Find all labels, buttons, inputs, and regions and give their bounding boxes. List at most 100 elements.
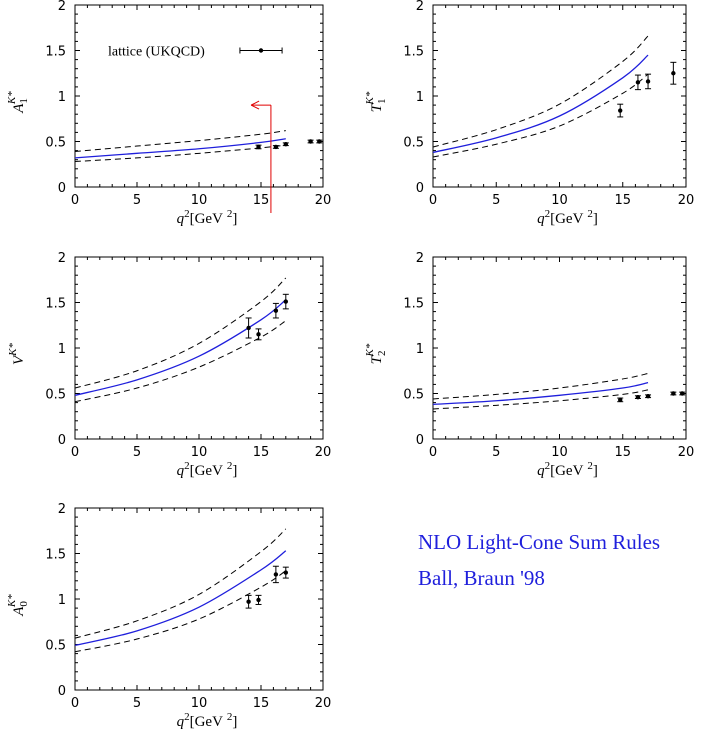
series-central — [432, 381, 649, 406]
y-axis-label: VK* — [7, 342, 27, 365]
lattice-point — [283, 299, 288, 304]
lattice-point — [671, 71, 676, 76]
plot-frame — [74, 256, 324, 440]
panel-a1: 0 5 10 15 20 0 0.5 1 1.5 2 lattice (UKQCD) q2[GeV 2]… — [6, 0, 331, 227]
lattice-point — [246, 599, 251, 604]
series-central — [74, 550, 287, 647]
series-lower — [74, 144, 286, 163]
lattice-point — [308, 139, 313, 144]
y-tick-label: 2 — [58, 251, 66, 266]
x-axis-label: q2[GeV 2] — [177, 460, 238, 479]
series-central — [74, 138, 286, 159]
lattice-point — [283, 142, 288, 147]
series-lower — [432, 73, 649, 158]
lattice-point — [256, 332, 261, 337]
y-axis-label: A0K* — [6, 594, 30, 617]
x-tick-label: 10 — [551, 445, 568, 460]
series-upper — [74, 277, 287, 389]
lattice-point — [671, 391, 676, 396]
x-tick-label: 20 — [315, 445, 332, 460]
x-axis-label: q2[GeV 2] — [537, 208, 598, 227]
panel-v: 0 5 10 15 20 0 0.5 1 1.5 2 q2[GeV 2] VK* — [7, 251, 331, 479]
x-tick-label: 15 — [614, 193, 631, 208]
x-tick-label: 5 — [133, 696, 141, 711]
series-central — [74, 299, 287, 396]
y-axis-label: A1K* — [6, 91, 30, 114]
panel-a0: 0 5 10 15 20 0 0.5 1 1.5 2 q2[GeV 2] A0K* — [6, 502, 331, 730]
lattice-point — [635, 394, 641, 400]
x-tick-label: 0 — [71, 193, 79, 208]
x-tick-label: 20 — [315, 193, 332, 208]
panel-t2: 0 5 10 15 20 0 0.5 1 1.5 2 q2[GeV 2] T2K* — [364, 251, 694, 479]
y-tick-label: 0 — [58, 684, 66, 699]
lattice-point — [645, 79, 651, 84]
series-lower — [74, 320, 287, 403]
cutoff-arrow-head — [250, 100, 260, 110]
lattice-point — [317, 139, 322, 144]
series-lower — [74, 570, 287, 653]
y-tick-label: 1 — [58, 593, 66, 608]
y-tick-label: 0.5 — [45, 388, 66, 403]
lattice-point — [246, 325, 251, 331]
y-tick-label: 0.5 — [403, 388, 424, 403]
y-axis-label: T2K* — [364, 343, 388, 364]
y-tick-label: 2 — [58, 502, 66, 517]
y-axis-label: T1K* — [364, 91, 388, 112]
lattice-point — [273, 572, 279, 577]
series-upper — [432, 372, 649, 400]
y-tick-label: 0.5 — [45, 136, 66, 151]
y-tick-label: 1 — [416, 90, 424, 105]
y-tick-label: 2 — [416, 251, 424, 266]
x-axis-label: q2[GeV 2] — [177, 711, 238, 730]
x-tick-label: 10 — [551, 193, 568, 208]
plot-frame — [432, 4, 687, 188]
x-tick-label: 0 — [71, 696, 79, 711]
x-tick-label: 20 — [315, 696, 332, 711]
y-tick-label: 0.5 — [45, 639, 66, 654]
lattice-point — [273, 308, 279, 313]
x-tick-label: 5 — [133, 193, 141, 208]
y-tick-label: 1 — [58, 90, 66, 105]
plot-frame — [74, 4, 324, 188]
y-tick-label: 1.5 — [45, 45, 66, 60]
series-upper — [74, 528, 287, 639]
y-tick-label: 0 — [416, 181, 424, 196]
x-tick-label: 20 — [678, 445, 695, 460]
series-upper — [74, 130, 286, 153]
legend-marker — [258, 48, 264, 53]
x-tick-label: 10 — [191, 193, 208, 208]
series-lower — [432, 389, 649, 410]
x-tick-label: 15 — [614, 445, 631, 460]
credit-method: NLO Light-Cone Sum Rules — [418, 530, 660, 554]
x-tick-label: 5 — [492, 193, 500, 208]
x-tick-label: 15 — [253, 445, 270, 460]
credit-authors: Ball, Braun '98 — [418, 566, 545, 590]
x-tick-label: 10 — [191, 445, 208, 460]
lattice-point — [273, 144, 279, 150]
x-tick-label: 0 — [71, 445, 79, 460]
y-tick-label: 1 — [416, 342, 424, 357]
plot-frame — [432, 256, 687, 440]
y-tick-label: 1.5 — [45, 297, 66, 312]
lattice-point — [256, 597, 261, 603]
lattice-point — [645, 394, 651, 399]
series-central — [432, 54, 649, 154]
legend-label: lattice (UKQCD) — [108, 45, 205, 60]
y-tick-label: 1.5 — [45, 548, 66, 563]
x-tick-label: 5 — [133, 445, 141, 460]
y-tick-label: 0.5 — [403, 136, 424, 151]
lattice-point — [618, 108, 623, 113]
x-tick-label: 10 — [191, 696, 208, 711]
lattice-point — [680, 391, 685, 396]
x-tick-label: 5 — [492, 445, 500, 460]
y-tick-label: 1.5 — [403, 297, 424, 312]
x-tick-label: 15 — [253, 193, 270, 208]
y-tick-label: 1.5 — [403, 45, 424, 60]
lattice-point — [618, 397, 623, 403]
x-tick-label: 0 — [429, 445, 437, 460]
x-axis-label: q2[GeV 2] — [177, 208, 238, 227]
lattice-point — [283, 570, 288, 575]
x-tick-label: 15 — [253, 696, 270, 711]
